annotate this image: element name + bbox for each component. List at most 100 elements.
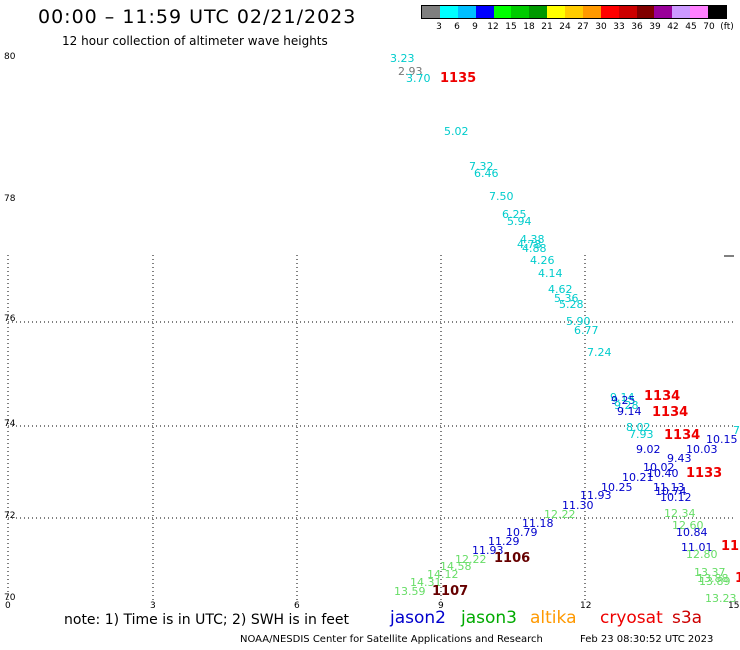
wave-label: 11.93 xyxy=(580,489,612,502)
wave-label: 10.84 xyxy=(676,526,708,539)
y-label-76: 76 xyxy=(4,314,16,324)
wave-label: 7.32 xyxy=(469,160,494,173)
wave-label: 10.15 xyxy=(706,433,738,446)
color-scale-label: 15 xyxy=(505,22,517,32)
wave-label: 7.24 xyxy=(587,346,612,359)
color-scale-label: 39 xyxy=(649,22,661,32)
color-swatch xyxy=(439,6,458,18)
wave-label: 5.02 xyxy=(444,125,469,138)
wave-label: 4.38 xyxy=(520,233,545,246)
wave-label: 11.18 xyxy=(522,517,554,530)
x-label-0: 0 xyxy=(5,601,11,611)
wave-label: 14.58 xyxy=(440,560,472,573)
wave-label: 13.23 xyxy=(705,592,737,605)
color-swatch xyxy=(511,6,530,18)
color-swatch xyxy=(690,6,708,18)
wave-label: 8.02 xyxy=(626,421,651,434)
y-label-80: 80 xyxy=(4,52,16,62)
time-label: 1134 xyxy=(664,428,701,443)
wave-label: 10.12 xyxy=(660,491,692,504)
wave-label: 6.77 xyxy=(574,324,599,337)
wave-label: 13.88 xyxy=(697,572,729,585)
wave-label: 3.23 xyxy=(390,52,415,65)
wave-label: 10.25 xyxy=(601,481,633,494)
color-scale-label: 18 xyxy=(523,22,535,32)
legend-cryosat: cryosat xyxy=(600,608,663,628)
timestamp-text: Feb 23 08:30:52 UTC 2023 xyxy=(580,634,714,645)
color-swatch xyxy=(600,6,619,18)
wave-label: 14.12 xyxy=(427,568,459,581)
wave-label: 9.25 xyxy=(611,394,636,407)
wave-label: 13.89 xyxy=(699,575,731,588)
wave-label: 7.50 xyxy=(489,190,514,203)
color-swatch xyxy=(618,6,637,18)
wave-label: 12.60 xyxy=(672,519,704,532)
y-label-72: 72 xyxy=(4,511,16,521)
color-swatch xyxy=(582,6,601,18)
wave-label: 11.93 xyxy=(472,544,504,557)
wave-label: 11.01 xyxy=(681,541,713,554)
color-swatch xyxy=(529,6,548,18)
wave-label: 12.80 xyxy=(686,548,718,561)
time-label: 1135 xyxy=(440,71,477,86)
color-swatch xyxy=(547,6,565,18)
color-scale-label: 42 xyxy=(667,22,679,32)
time-label: 1134 xyxy=(652,405,689,420)
color-scale-label: 24 xyxy=(559,22,571,32)
credit-text: NOAA/NESDIS Center for Satellite Applica… xyxy=(240,634,543,645)
color-scale-label: 33 xyxy=(613,22,625,32)
time-label: 1107 xyxy=(432,584,469,599)
wave-label: 12.22 xyxy=(544,508,576,521)
color-scale-label: 3 xyxy=(436,22,442,32)
y-label-70: 70 xyxy=(4,593,16,603)
wave-label: 10.02 xyxy=(643,461,675,474)
wave-label: 2.93 xyxy=(398,65,423,78)
wave-label: 4.78 xyxy=(517,238,542,251)
time-label: 1106 xyxy=(494,551,531,566)
wave-label: 14.31 xyxy=(410,576,442,589)
color-scale-label: 70 xyxy=(703,22,715,32)
wave-label: 11.13 xyxy=(653,481,685,494)
wave-label: 9.02 xyxy=(636,443,661,456)
wave-label: 11.29 xyxy=(488,535,520,548)
color-swatch xyxy=(708,6,726,18)
wave-label: 6.25 xyxy=(502,208,527,221)
wave-label: 4.26 xyxy=(530,254,555,267)
wave-label: 6.46 xyxy=(474,167,499,180)
wave-label: 10.79 xyxy=(506,526,538,539)
wave-label: 10.40 xyxy=(647,467,679,480)
color-swatch xyxy=(493,6,512,18)
legend-jason2: jason2 xyxy=(390,608,446,628)
x-label-6: 6 xyxy=(294,601,300,611)
legend-s3a: s3a xyxy=(672,608,703,628)
color-scale-label: 45 xyxy=(685,22,697,32)
wave-label: 5.94 xyxy=(507,215,532,228)
y-label-78: 78 xyxy=(4,194,16,204)
time-label: 1133 xyxy=(686,466,723,481)
wave-label: 10.74 xyxy=(655,485,687,498)
wave-label: 10.21 xyxy=(622,471,654,484)
x-label-12: 12 xyxy=(580,601,592,611)
color-swatch xyxy=(636,6,655,18)
grid-lines xyxy=(7,255,734,600)
wave-label: 4.62 xyxy=(548,283,573,296)
legend-altika: altika xyxy=(530,608,577,628)
color-scale-label: 12 xyxy=(487,22,499,32)
color-scale-label: 27 xyxy=(577,22,589,32)
wave-label: 12.22 xyxy=(455,553,487,566)
color-scale-label: 6 xyxy=(454,22,460,32)
x-label-3: 3 xyxy=(150,601,156,611)
color-swatch xyxy=(475,6,494,18)
wave-label: 9.43 xyxy=(667,452,692,465)
wave-label: 9.14 xyxy=(617,405,642,418)
wave-label: 4.14 xyxy=(538,267,563,280)
time-label: 1134 xyxy=(644,389,681,404)
wave-label: 9.14 xyxy=(610,391,635,404)
map-title: 00:00 – 11:59 UTC 02/21/2023 xyxy=(38,6,357,28)
legend-note: note: 1) Time is in UTC; 2) SWH is in fe… xyxy=(64,612,350,628)
wave-label: 12.34 xyxy=(664,507,696,520)
color-swatch xyxy=(422,6,440,18)
color-scale-label: (ft) xyxy=(720,22,734,32)
color-scale-label: 36 xyxy=(631,22,643,32)
